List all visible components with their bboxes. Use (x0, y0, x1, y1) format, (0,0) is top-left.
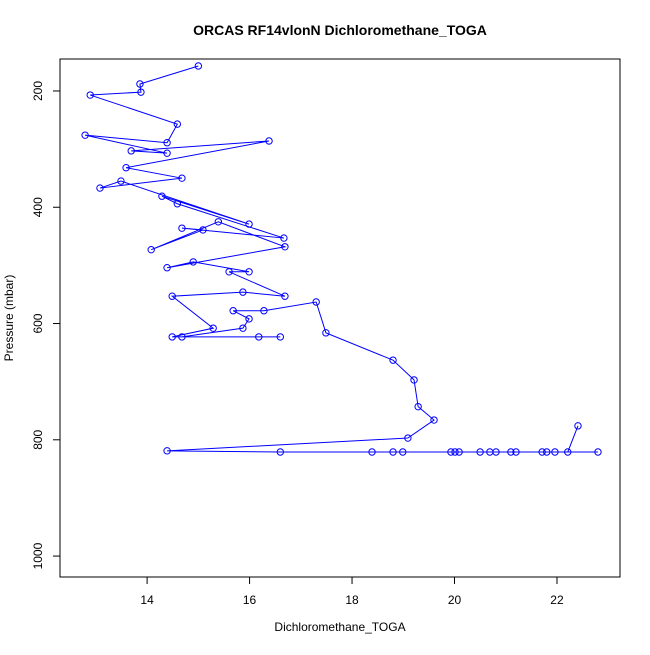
data-point (168, 292, 176, 300)
data-point (194, 62, 203, 70)
data-point (163, 139, 171, 147)
data-point (512, 448, 520, 456)
profile-line (84, 65, 598, 453)
data-point (276, 333, 285, 341)
data-point (178, 224, 186, 232)
data-point (404, 434, 412, 442)
data-point (276, 448, 285, 456)
x-tick-label: 18 (345, 593, 359, 607)
plot-frame (59, 58, 621, 578)
data-point (225, 268, 233, 276)
x-tick-label: 20 (448, 593, 462, 607)
y-tick-label: 400 (31, 197, 45, 217)
chart-title: ORCAS RF14vlonN Dichloromethane_TOGA (193, 22, 487, 38)
data-point (245, 315, 253, 323)
y-tick-label: 600 (31, 313, 45, 333)
data-point (280, 234, 288, 242)
data-point (574, 422, 582, 430)
data-point (229, 307, 237, 315)
x-axis-label: Dichloromethane_TOGA (274, 620, 405, 634)
data-point (414, 402, 422, 411)
data-point (136, 80, 144, 88)
data-point (239, 288, 247, 296)
data-point (476, 448, 484, 456)
data-point (137, 88, 145, 96)
data-point (430, 416, 438, 424)
data-point (178, 333, 186, 341)
data-point (538, 448, 546, 456)
data-point (209, 324, 217, 332)
data-point (199, 226, 207, 234)
y-tick-label: 1000 (31, 542, 45, 569)
data-point (265, 137, 273, 145)
data-point (399, 448, 407, 456)
data-point (147, 245, 155, 254)
data-point (410, 376, 418, 384)
data-point (564, 448, 572, 456)
data-point (214, 218, 223, 226)
data-point (551, 448, 559, 456)
data-point (245, 268, 253, 276)
data-point (117, 177, 125, 185)
data-point (245, 220, 253, 228)
data-point (178, 174, 186, 182)
data-point (81, 131, 89, 139)
data-point (389, 356, 397, 364)
data-point (322, 329, 330, 337)
data-point (368, 448, 376, 456)
data-point (173, 200, 182, 208)
x-tick-label: 22 (550, 593, 564, 607)
data-point (507, 448, 515, 456)
x-tick-label: 16 (243, 593, 257, 607)
data-point (158, 192, 166, 200)
data-point (239, 324, 247, 332)
data-point (281, 243, 289, 251)
y-axis-label: Pressure (mbar) (2, 275, 16, 362)
data-point (122, 164, 130, 172)
data-point (168, 333, 176, 341)
data-point (127, 147, 135, 155)
data-point (96, 184, 104, 192)
data-point (451, 448, 459, 456)
data-point (492, 448, 500, 456)
data-point (163, 149, 171, 157)
data-point (447, 448, 455, 456)
data-point (86, 91, 94, 99)
data-point (189, 258, 197, 266)
data-point (260, 307, 268, 315)
data-point (594, 448, 602, 456)
x-tick-label: 14 (140, 593, 154, 607)
data-point (389, 448, 397, 456)
data-point (281, 292, 289, 300)
data-point (312, 298, 320, 306)
data-point (543, 448, 551, 456)
y-tick-label: 200 (31, 81, 45, 101)
data-point (163, 264, 171, 272)
data-point (455, 448, 463, 456)
data-point (255, 333, 263, 341)
data-point (163, 447, 171, 455)
y-tick-label: 800 (31, 429, 45, 449)
data-point (173, 120, 182, 128)
